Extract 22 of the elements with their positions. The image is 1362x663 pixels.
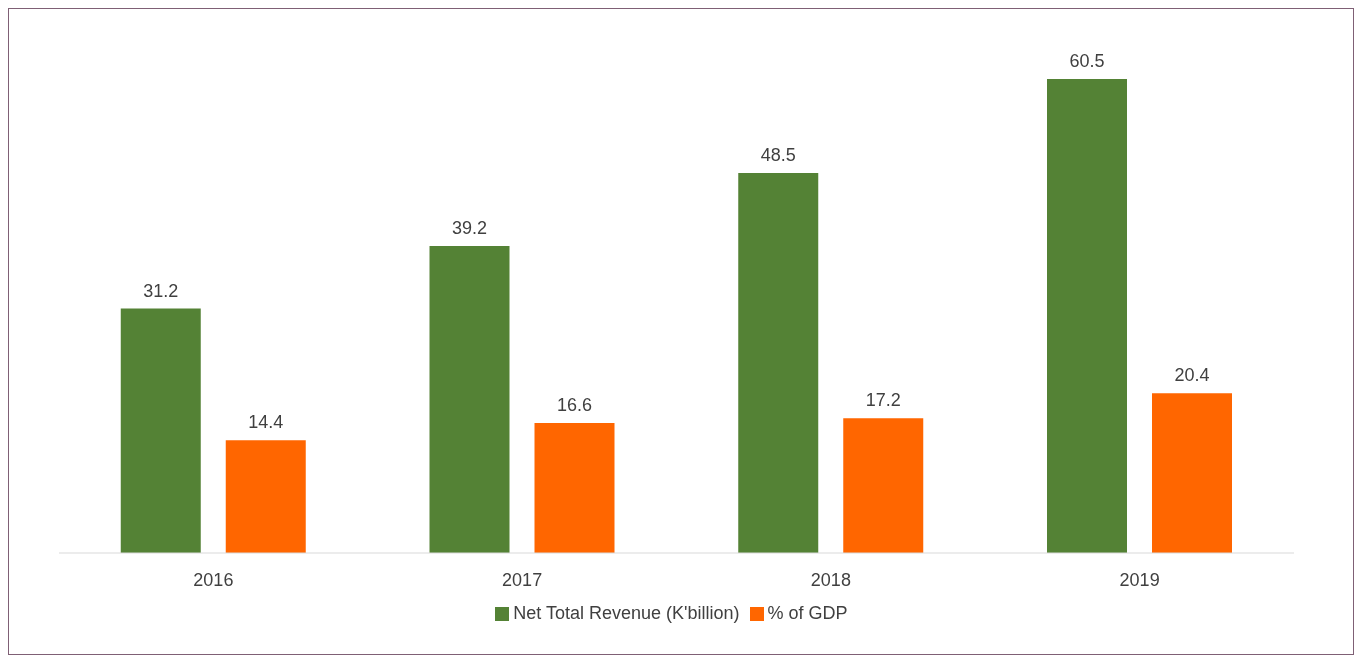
data-label: 48.5 <box>760 145 796 166</box>
data-label: 17.2 <box>865 390 901 411</box>
bar <box>1152 393 1232 553</box>
legend-label: Net Total Revenue (K'billion) <box>513 603 740 623</box>
bar <box>843 418 924 553</box>
x-tick-label: 2019 <box>1119 569 1160 590</box>
data-label: 39.2 <box>451 217 488 238</box>
x-tick-label: 2016 <box>193 569 234 590</box>
bar <box>738 173 819 553</box>
bar <box>1047 79 1127 553</box>
legend-label: % of GDP <box>767 603 848 623</box>
data-label: 20.4 <box>1174 365 1210 386</box>
data-label: 14.4 <box>248 412 284 433</box>
bar <box>429 245 510 553</box>
data-label: 16.6 <box>556 394 593 415</box>
bar <box>225 440 306 553</box>
bar <box>120 308 201 553</box>
x-tick-label: 2018 <box>810 569 851 590</box>
data-label: 60.5 <box>1069 51 1105 71</box>
data-label: 31.2 <box>143 280 179 301</box>
x-tick-label: 2017 <box>502 569 543 590</box>
bar <box>534 422 615 553</box>
